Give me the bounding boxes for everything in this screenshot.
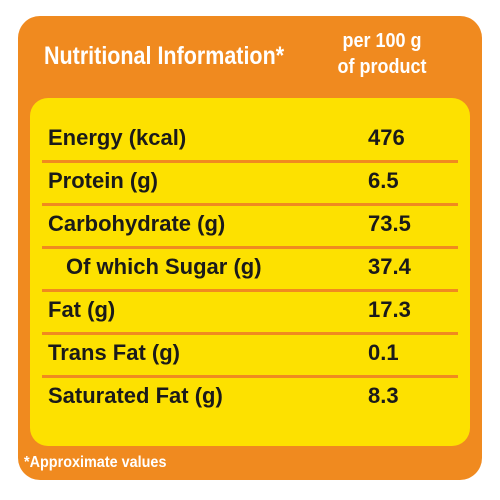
nutrient-label: Protein (g) [48,168,158,193]
nutrition-header: Nutritional Information* per 100 g of pr… [18,16,482,98]
table-row: Fat (g) 17.3 [42,292,458,335]
serving-basis-line2: of product [337,56,427,78]
nutrient-label: Carbohydrate (g) [48,211,226,236]
nutrient-value: 6.5 [368,168,399,193]
nutrient-value: 0.1 [368,340,399,365]
nutrient-label: Energy (kcal) [48,125,187,150]
nutrient-value: 17.3 [368,297,411,322]
nutrient-value: 476 [368,125,405,150]
serving-basis-line1: per 100 g [342,30,422,52]
nutrient-value: 37.4 [368,254,411,279]
nutrient-label: Of which Sugar (g) [66,254,262,279]
nutrition-panel: Nutritional Information* per 100 g of pr… [18,16,482,480]
table-row: Protein (g) 6.5 [42,163,458,206]
nutrition-title: Nutritional Information* [44,42,285,70]
nutrient-label: Fat (g) [48,297,116,322]
nutrient-value: 73.5 [368,211,411,236]
table-row: Carbohydrate (g) 73.5 [42,206,458,249]
nutrient-label: Saturated Fat (g) [48,383,223,408]
table-row: Energy (kcal) 476 [42,120,458,163]
nutrient-label: Trans Fat (g) [48,340,181,365]
approximate-values-note: *Approximate values [24,454,167,471]
table-row: Trans Fat (g) 0.1 [42,335,458,378]
nutrient-value: 8.3 [368,383,399,408]
table-row: Saturated Fat (g) 8.3 [42,378,458,418]
table-row: Of which Sugar (g) 37.4 [42,249,458,292]
serving-basis: per 100 g of product [310,28,454,80]
nutrition-table: Energy (kcal) 476 Protein (g) 6.5 Carboh… [30,98,470,446]
